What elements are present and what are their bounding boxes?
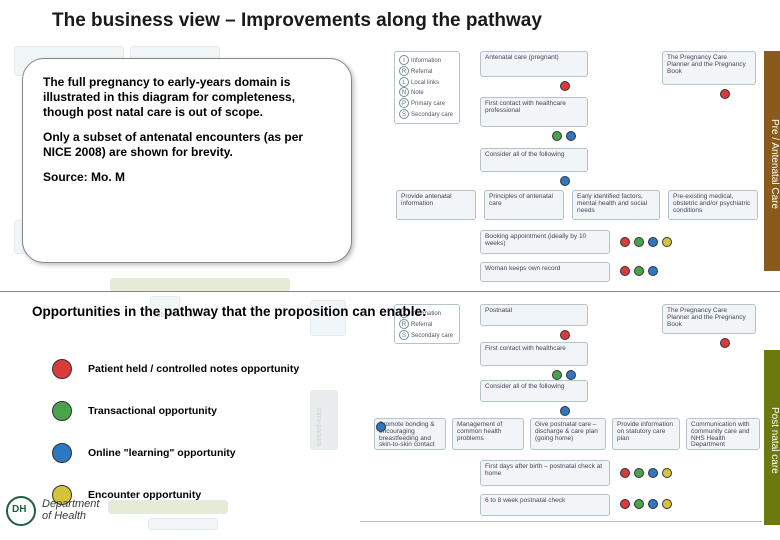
opportunity-marker-icon [662, 499, 672, 509]
opportunity-marker-icon [634, 237, 644, 247]
path-box: Consider all of the following [480, 148, 588, 172]
opportunity-marker-icon [566, 370, 576, 380]
dh-logo-text: Department of Health [42, 499, 99, 522]
content-area: Sub-processes Intra-partum Pre / Antenat… [0, 40, 780, 530]
opportunity-dot-icon [52, 359, 72, 379]
path-box: Management of common health problems [452, 418, 524, 450]
opportunity-row: Patient held / controlled notes opportun… [52, 348, 332, 390]
opportunity-row: Transactional opportunity [52, 390, 332, 432]
opportunity-marker-icon [552, 370, 562, 380]
path-box: The Pregnancy Care Planner and the Pregn… [662, 304, 756, 334]
opportunities-list: Patient held / controlled notes opportun… [52, 348, 332, 516]
opportunity-marker-icon [634, 468, 644, 478]
callout-source: Source: Mo. M [43, 170, 331, 185]
opportunity-marker-icon [648, 468, 658, 478]
opportunity-marker-icon [648, 237, 658, 247]
path-box: The Pregnancy Care Planner and the Pregn… [662, 51, 756, 85]
opportunity-marker-icon [560, 406, 570, 416]
opportunity-label: Transactional opportunity [88, 405, 217, 418]
opportunity-row: Online "learning" opportunity [52, 432, 332, 474]
path-box: 6 to 8 week postnatal check [480, 494, 610, 516]
path-box: Antenatal care (pregnant) [480, 51, 588, 77]
path-box: Pre-existing medical, obstetric and/or p… [668, 190, 758, 220]
opportunity-dot-icon [52, 401, 72, 421]
opportunity-marker-icon [376, 422, 386, 432]
opportunity-marker-icon [560, 330, 570, 340]
opportunity-marker-icon [620, 266, 630, 276]
opportunity-marker-icon [662, 237, 672, 247]
path-box: Early identified factors, mental health … [572, 190, 660, 220]
opportunity-marker-icon [720, 338, 730, 348]
opportunity-marker-icon [648, 266, 658, 276]
path-box: Principles of antenatal care [484, 190, 564, 220]
path-box: Postnatal [480, 304, 588, 326]
opportunity-dot-icon [52, 443, 72, 463]
opportunity-marker-icon [648, 499, 658, 509]
opportunity-marker-icon [634, 266, 644, 276]
opportunity-label: Encounter opportunity [88, 489, 201, 502]
path-box: First days after birth – postnatal check… [480, 460, 610, 486]
path-box: First contact with healthcare profession… [480, 97, 588, 127]
slide-title: The business view – Improvements along t… [0, 0, 780, 40]
opportunities-heading: Opportunities in the pathway that the pr… [32, 304, 427, 320]
legend-upper: IInformation RReferral LLocal links NNot… [394, 51, 460, 124]
footer-line [360, 521, 762, 522]
opportunity-marker-icon [552, 131, 562, 141]
callout-p2: Only a subset of antenatal encounters (a… [43, 130, 331, 160]
opportunity-marker-icon [566, 131, 576, 141]
opportunity-marker-icon [634, 499, 644, 509]
path-box: Give postnatal care – discharge & care p… [530, 418, 606, 450]
opportunity-marker-icon [720, 89, 730, 99]
ribbon-antenatal: Pre / Antenatal Care [764, 51, 780, 271]
h-divider [0, 291, 780, 292]
opportunity-marker-icon [620, 499, 630, 509]
callout-p1: The full pregnancy to early-years domain… [43, 75, 331, 120]
opportunity-marker-icon [662, 468, 672, 478]
path-box: Communication with community care and NH… [686, 418, 760, 450]
opportunity-label: Patient held / controlled notes opportun… [88, 363, 299, 376]
opportunity-marker-icon [560, 81, 570, 91]
footer-logo: Department of Health [6, 496, 99, 526]
path-box: Provide antenatal information [396, 190, 476, 220]
opportunity-marker-icon [620, 468, 630, 478]
callout-bubble: The full pregnancy to early-years domain… [22, 58, 352, 263]
path-box: Booking appointment (ideally by 10 weeks… [480, 230, 610, 254]
ribbon-postnatal: Post natal care [764, 350, 780, 525]
opportunity-label: Online "learning" opportunity [88, 447, 236, 460]
opportunity-marker-icon [620, 237, 630, 247]
dh-logo-icon [6, 496, 36, 526]
path-box: First contact with healthcare [480, 342, 588, 366]
path-box: Consider all of the following [480, 380, 588, 402]
path-box: Provide information on statutory care pl… [612, 418, 680, 450]
path-box: Woman keeps own record [480, 262, 610, 282]
opportunity-marker-icon [560, 176, 570, 186]
